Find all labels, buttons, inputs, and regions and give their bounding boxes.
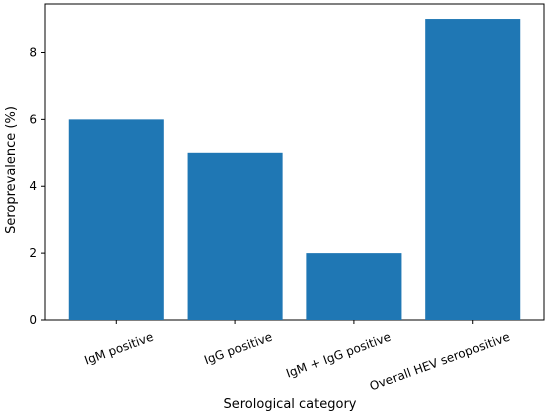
y-axis-label: Seroprevalence (%)	[4, 106, 19, 234]
y-tick-label: 8	[29, 45, 37, 59]
plot-area-border	[44, 3, 545, 321]
axes-frame	[44, 3, 545, 321]
bar	[425, 19, 521, 321]
x-tick-label: IgM positive	[82, 330, 155, 368]
y-tick-label: 6	[29, 112, 37, 126]
y-tick-label: 2	[29, 246, 37, 260]
y-axis-ticks: 0 2 4 6 8	[29, 45, 45, 327]
x-tick-label: IgM + IgG positive	[284, 330, 393, 381]
x-tick-label: IgG positive	[202, 330, 274, 368]
x-axis-ticks: IgM positive IgG positive IgM + IgG positi…	[82, 320, 512, 393]
bar	[187, 152, 283, 320]
x-axis-label: Serological category	[223, 397, 356, 412]
bar	[68, 119, 164, 320]
y-tick-label: 0	[29, 313, 37, 327]
y-tick-label: 4	[29, 179, 37, 193]
bars	[68, 19, 521, 321]
bar	[306, 253, 402, 320]
